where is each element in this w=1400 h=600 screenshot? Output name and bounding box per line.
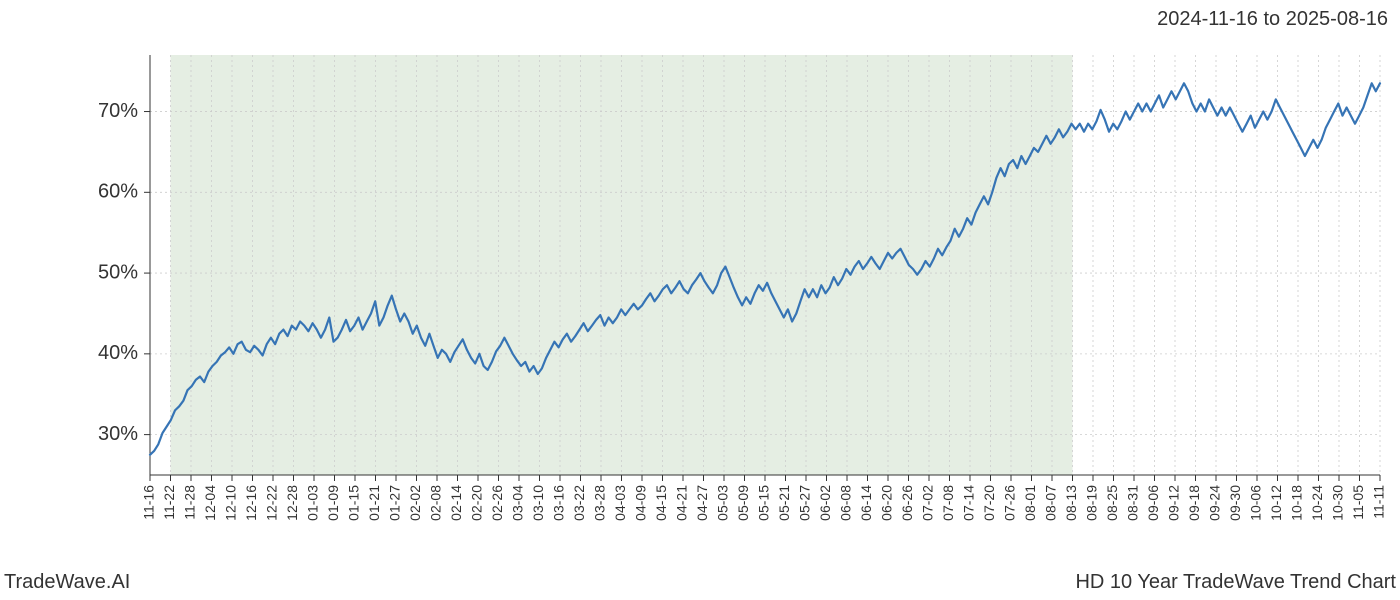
- svg-text:50%: 50%: [98, 261, 138, 283]
- svg-text:09-30: 09-30: [1227, 485, 1243, 521]
- svg-text:02-20: 02-20: [469, 485, 485, 521]
- svg-text:10-12: 10-12: [1268, 485, 1284, 521]
- svg-text:05-27: 05-27: [797, 485, 813, 521]
- svg-text:11-05: 11-05: [1350, 485, 1366, 520]
- svg-text:03-22: 03-22: [571, 485, 587, 521]
- svg-text:09-18: 09-18: [1186, 485, 1202, 521]
- svg-text:11-28: 11-28: [182, 485, 198, 520]
- svg-text:09-12: 09-12: [1166, 485, 1182, 521]
- svg-text:04-09: 04-09: [633, 485, 649, 521]
- svg-text:01-27: 01-27: [387, 485, 403, 521]
- svg-text:02-26: 02-26: [489, 485, 505, 521]
- svg-text:07-20: 07-20: [981, 485, 997, 521]
- svg-text:06-02: 06-02: [817, 485, 833, 521]
- svg-text:12-04: 12-04: [202, 485, 218, 521]
- svg-text:03-28: 03-28: [592, 485, 608, 521]
- svg-text:06-26: 06-26: [899, 485, 915, 521]
- svg-text:02-14: 02-14: [448, 485, 464, 521]
- svg-text:08-13: 08-13: [1063, 485, 1079, 521]
- svg-text:09-06: 09-06: [1145, 485, 1161, 521]
- brand-label: TradeWave.AI: [4, 571, 130, 594]
- svg-text:40%: 40%: [98, 342, 138, 364]
- svg-text:05-03: 05-03: [715, 485, 731, 521]
- svg-text:05-15: 05-15: [756, 485, 772, 521]
- svg-text:10-06: 10-06: [1248, 485, 1264, 521]
- svg-text:70%: 70%: [98, 100, 138, 122]
- svg-text:05-09: 05-09: [735, 485, 751, 521]
- chart-title: HD 10 Year TradeWave Trend Chart: [1075, 571, 1396, 594]
- svg-text:07-08: 07-08: [940, 485, 956, 521]
- svg-text:08-31: 08-31: [1125, 485, 1141, 521]
- svg-text:08-25: 08-25: [1104, 485, 1120, 521]
- svg-text:10-18: 10-18: [1289, 485, 1305, 521]
- svg-text:30%: 30%: [98, 423, 138, 445]
- svg-text:08-07: 08-07: [1043, 485, 1059, 521]
- svg-text:11-11: 11-11: [1371, 485, 1387, 519]
- svg-text:07-26: 07-26: [1002, 485, 1018, 521]
- svg-text:12-10: 12-10: [223, 485, 239, 521]
- svg-text:08-01: 08-01: [1022, 485, 1038, 521]
- svg-text:11-22: 11-22: [161, 485, 177, 520]
- svg-text:03-16: 03-16: [551, 485, 567, 521]
- svg-text:04-15: 04-15: [653, 485, 669, 521]
- svg-text:10-24: 10-24: [1309, 485, 1325, 521]
- date-range-label: 2024-11-16 to 2025-08-16: [1157, 8, 1388, 31]
- svg-text:08-19: 08-19: [1084, 485, 1100, 521]
- svg-text:04-27: 04-27: [694, 485, 710, 521]
- svg-text:12-22: 12-22: [264, 485, 280, 521]
- svg-text:01-09: 01-09: [325, 485, 341, 521]
- svg-text:11-16: 11-16: [141, 485, 157, 520]
- svg-text:02-08: 02-08: [428, 485, 444, 521]
- svg-text:03-04: 03-04: [510, 485, 526, 521]
- svg-text:12-16: 12-16: [243, 485, 259, 521]
- svg-text:06-14: 06-14: [858, 485, 874, 521]
- trend-chart: 30% 40% 50% 60% 70% 11-1611-22 11-2812-04 12-10…: [0, 55, 1400, 545]
- svg-text:60%: 60%: [98, 181, 138, 203]
- svg-text:06-08: 06-08: [838, 485, 854, 521]
- svg-text:01-21: 01-21: [366, 485, 382, 521]
- svg-text:10-30: 10-30: [1330, 485, 1346, 521]
- svg-text:06-20: 06-20: [879, 485, 895, 521]
- chart-svg: 30% 40% 50% 60% 70% 11-1611-22 11-2812-04 12-10…: [0, 55, 1400, 545]
- svg-text:01-15: 01-15: [346, 485, 362, 521]
- svg-text:04-21: 04-21: [674, 485, 690, 521]
- svg-text:04-03: 04-03: [612, 485, 628, 521]
- svg-text:01-03: 01-03: [305, 485, 321, 521]
- svg-text:07-02: 07-02: [920, 485, 936, 521]
- svg-text:05-21: 05-21: [776, 485, 792, 521]
- svg-text:03-10: 03-10: [530, 485, 546, 521]
- svg-text:09-24: 09-24: [1207, 485, 1223, 521]
- svg-text:07-14: 07-14: [961, 485, 977, 521]
- svg-text:02-02: 02-02: [407, 485, 423, 521]
- svg-text:12-28: 12-28: [284, 485, 300, 521]
